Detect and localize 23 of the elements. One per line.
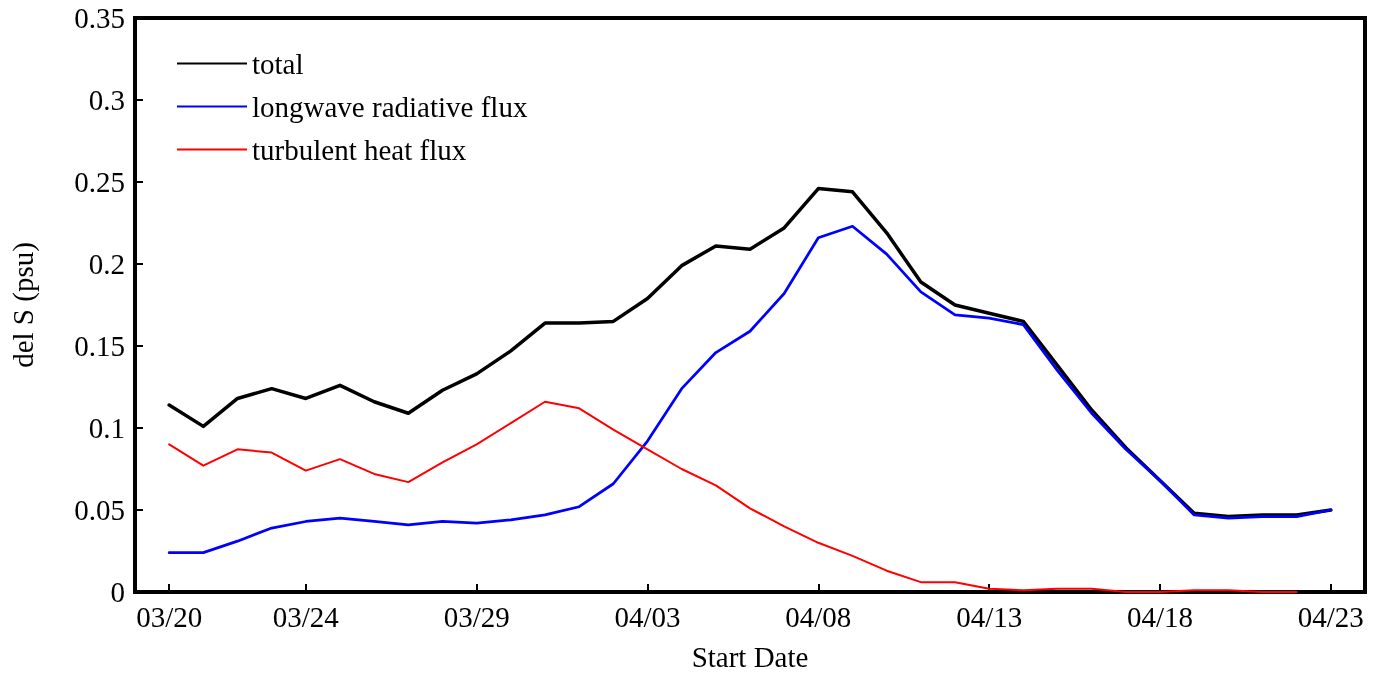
x-tick-label: 03/24: [272, 600, 340, 633]
y-tick-label: 0.2: [88, 248, 125, 280]
x-axis-title: Start Date: [691, 640, 809, 673]
y-tick-label: 0.15: [74, 330, 125, 362]
x-tick-label: 04/23: [1297, 600, 1364, 633]
legend-label: total: [252, 47, 304, 80]
y-tick-label: 0: [110, 576, 125, 608]
y-tick-label: 0.1: [88, 412, 125, 444]
line-series: [167, 224, 1333, 555]
x-tick-label: 04/18: [1126, 600, 1194, 633]
y-tick-label: 0.25: [74, 166, 125, 198]
x-tick-label: 04/08: [785, 600, 852, 633]
x-tick-label: 03/29: [443, 600, 510, 633]
y-tick-label: 0.3: [88, 84, 125, 116]
legend-label: turbulent heat flux: [252, 133, 467, 166]
x-tick-label: 04/03: [614, 600, 681, 633]
line-series: [168, 400, 1298, 593]
y-tick-label: 0.35: [74, 2, 125, 34]
y-axis-title: del S (psu): [6, 242, 40, 368]
y-tick-label: 0.05: [74, 494, 125, 526]
x-tick-label: 04/13: [956, 600, 1023, 633]
legend-label: longwave radiative flux: [252, 90, 528, 123]
x-tick-label: 03/20: [136, 600, 203, 633]
